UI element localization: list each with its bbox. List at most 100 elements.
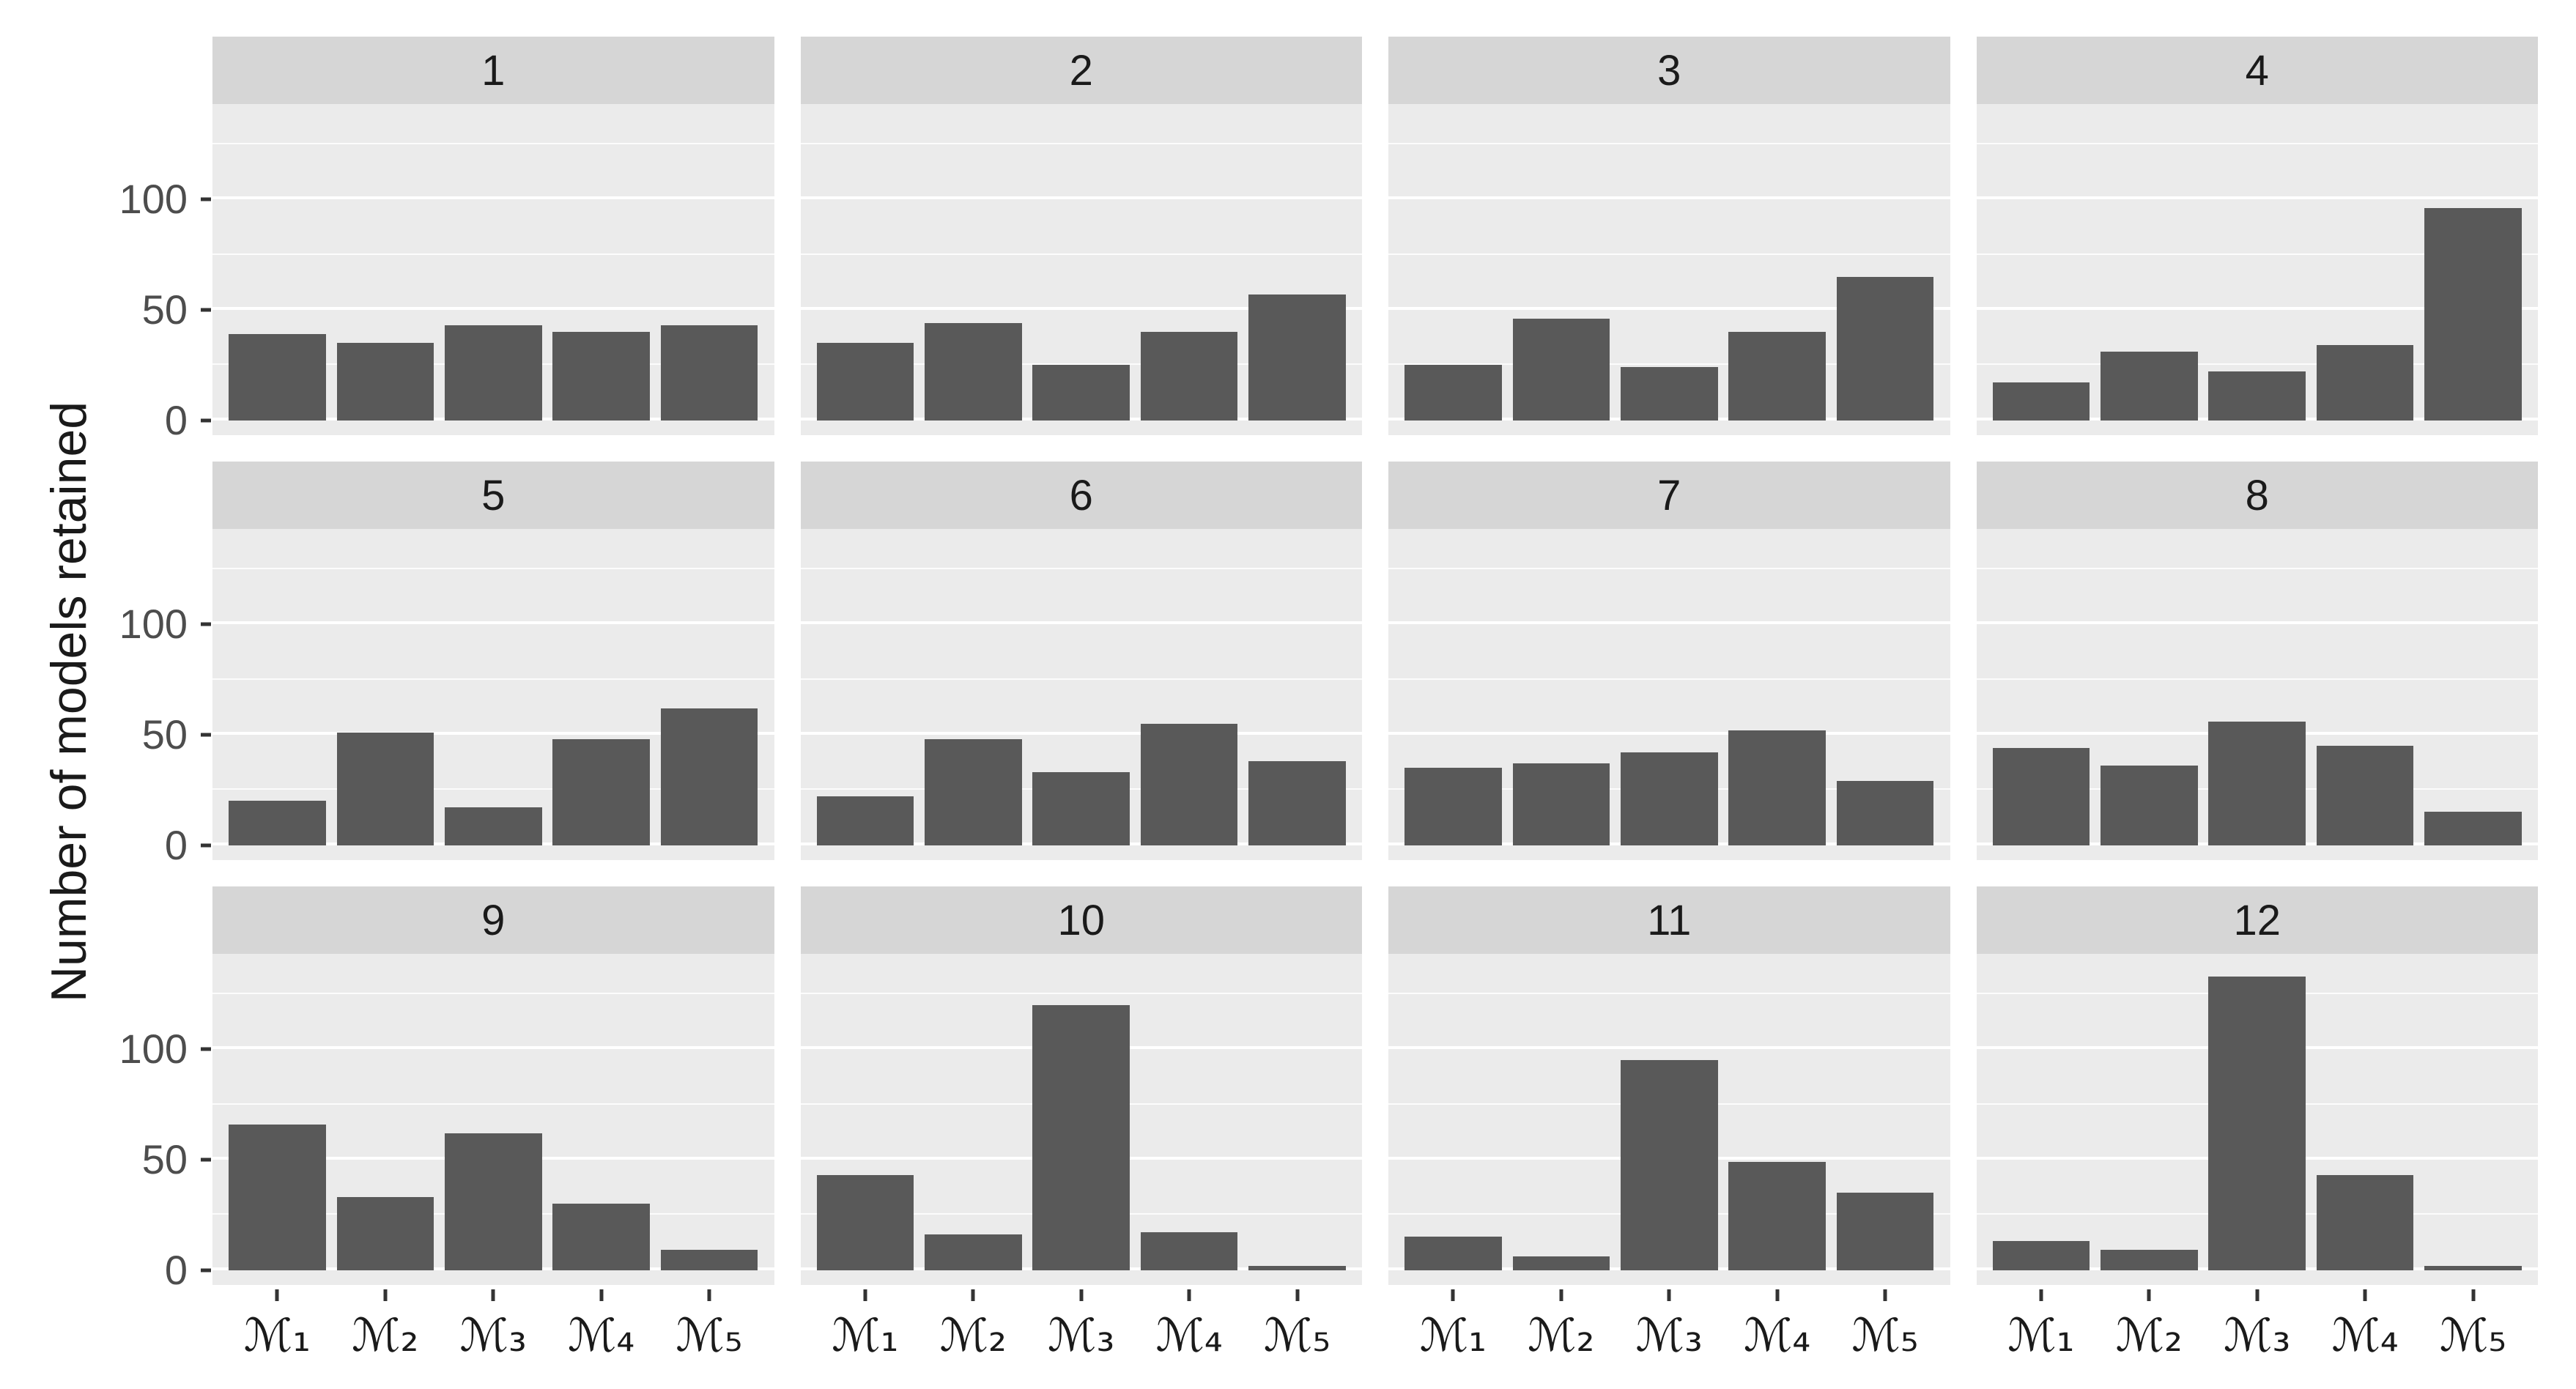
bar bbox=[2101, 352, 2198, 421]
bar bbox=[1728, 730, 1826, 845]
x-tick-mark bbox=[275, 1289, 279, 1301]
minor-gridline bbox=[212, 253, 774, 255]
bar bbox=[336, 732, 434, 845]
x-tick-label: ℳ₃ bbox=[1048, 1308, 1115, 1362]
x-tick-mark bbox=[1667, 1289, 1671, 1301]
bar bbox=[1992, 747, 2090, 845]
major-gridline bbox=[1388, 306, 1950, 310]
minor-gridline bbox=[1388, 678, 1950, 680]
bar bbox=[1512, 763, 1610, 845]
plot-panel: 0 50 100 bbox=[119, 104, 774, 440]
plot-panel bbox=[800, 104, 1362, 435]
bar bbox=[1620, 367, 1718, 421]
facet-strip-label: 2 bbox=[800, 37, 1362, 104]
minor-gridline bbox=[1388, 567, 1950, 569]
bar bbox=[1836, 276, 1934, 421]
major-gridline bbox=[212, 196, 774, 200]
x-tick-mark bbox=[1559, 1289, 1563, 1301]
bar bbox=[2101, 766, 2198, 845]
facet-panel-7: 7 bbox=[1388, 462, 1950, 860]
major-gridline bbox=[800, 306, 1362, 310]
x-tick-mark bbox=[1187, 1289, 1191, 1301]
x-axis-column-2: ℳ₁ ℳ₂ ℳ₃ ℳ₄ ℳ₅ bbox=[801, 1288, 1363, 1389]
bar bbox=[816, 1174, 914, 1270]
facet-panel-6: 6 bbox=[800, 462, 1362, 860]
facet-strip-label: 6 bbox=[800, 462, 1362, 529]
x-tick-mark bbox=[599, 1289, 604, 1301]
plot-panel: 0 50 100 bbox=[119, 954, 774, 1290]
x-tick-label: ℳ₅ bbox=[1263, 1308, 1331, 1362]
x-tick-label: ℳ₅ bbox=[676, 1308, 743, 1362]
bar bbox=[229, 801, 326, 845]
bar bbox=[2316, 745, 2414, 845]
minor-gridline bbox=[800, 363, 1362, 366]
bar bbox=[1032, 1004, 1130, 1270]
major-gridline bbox=[212, 306, 774, 310]
major-gridline bbox=[1976, 306, 2538, 310]
bar bbox=[925, 322, 1022, 421]
major-gridline bbox=[800, 731, 1362, 735]
minor-gridline bbox=[800, 253, 1362, 255]
major-gridline bbox=[212, 1046, 774, 1050]
bar bbox=[1512, 1256, 1610, 1270]
y-tick-label: 0 bbox=[164, 821, 188, 868]
minor-gridline bbox=[800, 992, 1362, 994]
x-tick-mark bbox=[2255, 1289, 2259, 1301]
facet-strip-label: 7 bbox=[1388, 462, 1950, 529]
bar bbox=[1728, 1161, 1826, 1270]
facet-panel-8: 8 bbox=[1976, 462, 2538, 860]
x-tick-mark bbox=[707, 1289, 711, 1301]
x-tick-mark bbox=[2147, 1289, 2151, 1301]
x-tick-label: ℳ₄ bbox=[568, 1308, 635, 1362]
facet-strip-label: 9 bbox=[212, 886, 774, 954]
y-tick-mark bbox=[201, 622, 211, 626]
minor-gridline bbox=[212, 678, 774, 680]
x-tick-mark bbox=[1883, 1289, 1887, 1301]
x-tick-label: ℳ₃ bbox=[1635, 1308, 1703, 1362]
plot-panel bbox=[800, 529, 1362, 860]
x-tick-mark bbox=[1295, 1289, 1300, 1301]
x-tick-label: ℳ₁ bbox=[243, 1308, 311, 1362]
minor-gridline bbox=[1976, 142, 2538, 144]
facet-strip-label: 1 bbox=[212, 37, 774, 104]
major-gridline bbox=[212, 731, 774, 735]
bar bbox=[2316, 345, 2414, 421]
minor-gridline bbox=[1976, 567, 2538, 569]
bar bbox=[1248, 761, 1346, 845]
bar bbox=[925, 1234, 1022, 1270]
y-tick-label: 50 bbox=[141, 1136, 188, 1182]
bar bbox=[1992, 1241, 2090, 1270]
facet-grid: 1 0 50 100 2 3 4 5 0 50 100 6 7 8 9 0 50 100 10 11 12 bbox=[119, 37, 2538, 1290]
y-tick-mark bbox=[201, 1268, 211, 1273]
y-tick-label: 100 bbox=[119, 601, 188, 648]
facet-strip-label: 5 bbox=[212, 462, 774, 529]
bar bbox=[1248, 294, 1346, 421]
x-axis-column-3: ℳ₁ ℳ₂ ℳ₃ ℳ₄ ℳ₅ bbox=[1388, 1288, 1950, 1389]
facet-panel-4: 4 bbox=[1976, 37, 2538, 435]
y-tick-label: 100 bbox=[119, 176, 188, 223]
bar bbox=[552, 1204, 650, 1270]
minor-gridline bbox=[212, 142, 774, 144]
bar bbox=[1404, 768, 1502, 845]
bar bbox=[336, 1197, 434, 1270]
facet-panel-2: 2 bbox=[800, 37, 1362, 435]
plot-panel bbox=[1976, 104, 2538, 435]
plot-panel bbox=[1388, 529, 1950, 860]
bar bbox=[1140, 1232, 1238, 1270]
facet-panel-5: 5 0 50 100 bbox=[119, 462, 774, 865]
bar bbox=[2424, 1265, 2522, 1270]
facet-panel-1: 1 0 50 100 bbox=[119, 37, 774, 440]
bar bbox=[816, 796, 914, 845]
bar bbox=[444, 807, 542, 845]
x-tick-mark bbox=[2363, 1289, 2367, 1301]
x-tick-label: ℳ₃ bbox=[2224, 1308, 2291, 1362]
bar bbox=[660, 325, 758, 421]
facet-strip-label: 3 bbox=[1388, 37, 1950, 104]
plot-panel bbox=[1388, 954, 1950, 1285]
x-tick-label: ℳ₃ bbox=[459, 1308, 527, 1362]
facet-strip-label: 12 bbox=[1976, 886, 2538, 954]
minor-gridline bbox=[1388, 992, 1950, 994]
bar bbox=[1404, 365, 1502, 421]
minor-gridline bbox=[212, 567, 774, 569]
